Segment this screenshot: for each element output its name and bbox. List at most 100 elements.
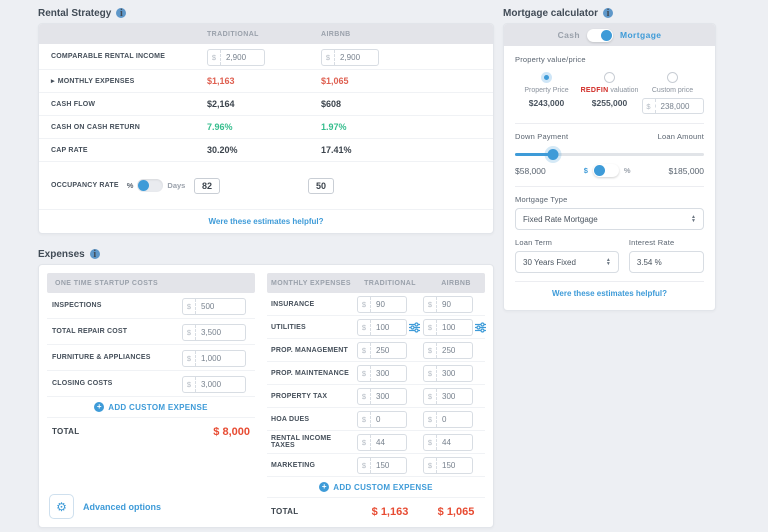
interest-rate-input[interactable]: 3.54 %	[628, 251, 704, 273]
redfin-logo: REDFIN	[580, 87, 609, 94]
monthly-expenses-airbnb: $1,065	[321, 76, 349, 86]
row-label: COMPARABLE RENTAL INCOME	[51, 53, 166, 60]
expenses-title: Expenses	[38, 248, 85, 260]
utilities-traditional-input[interactable]: $ 100	[357, 318, 407, 336]
adjust-sliders-icon[interactable]	[475, 321, 486, 333]
monthly-expenses-traditional: $1,163	[207, 76, 235, 86]
column-traditional: TRADITIONAL	[207, 30, 259, 38]
column-traditional: TRADITIONAL	[364, 279, 416, 287]
insurance-row: INSURANCE $ 90 $ 90	[267, 293, 485, 316]
occupancy-rate-row: OCCUPANCY RATE % Days 82 50	[39, 162, 493, 210]
rental-income-taxes-row: RENTAL INCOME TAXES $ 44 $ 44	[267, 431, 485, 454]
prop-maintenance-row: PROP. MAINTENANCE $ 300 $ 300	[267, 362, 485, 385]
option-redfin-valuation: REDFIN valuation $255,000	[578, 72, 641, 114]
expenses-header: Expenses i	[38, 247, 494, 261]
hoa-dues-airbnb-input[interactable]: $ 0	[423, 410, 473, 428]
add-custom-expense-monthly[interactable]: + ADD CUSTOM EXPENSE	[267, 477, 485, 498]
down-payment-label: Down Payment	[515, 132, 569, 141]
mortgage-header: Mortgage calculator i	[503, 6, 716, 20]
closing-costs-row: CLOSING COSTS $ 3,000	[47, 371, 255, 397]
insurance-airbnb-input[interactable]: $ 90	[423, 295, 473, 313]
property-tax-airbnb-input[interactable]: $ 300	[423, 387, 473, 405]
mortgage-card: Cash Mortgage Property value/price Prope…	[503, 23, 716, 311]
interest-rate-label: Interest Rate	[628, 238, 675, 247]
property-price-value: $243,000	[528, 98, 565, 108]
expenses-card: ONE TIME STARTUP COSTS INSPECTIONS $ 500…	[38, 264, 494, 528]
hoa-dues-row: HOA DUES $ 0 $ 0	[267, 408, 485, 431]
redfin-valuation-value: $255,000	[591, 98, 628, 108]
down-payment-slider[interactable]	[515, 148, 704, 160]
property-tax-traditional-input[interactable]: $ 300	[357, 387, 407, 405]
rental-strategy-header: Rental Strategy i	[38, 6, 494, 20]
property-value-label: Property value/price	[515, 55, 586, 64]
prop-maintenance-airbnb-input[interactable]: $ 300	[423, 364, 473, 382]
dollar-percent-toggle[interactable]	[592, 164, 619, 177]
mortgage-type-select[interactable]: Fixed Rate Mortgage ▲ ▼	[515, 208, 704, 230]
marketing-airbnb-input[interactable]: $ 150	[423, 456, 473, 474]
startup-costs-header: ONE TIME STARTUP COSTS	[47, 273, 255, 293]
prop-maintenance-traditional-input[interactable]: $ 300	[357, 364, 407, 382]
furniture-appliances-input[interactable]: $ 1,000	[182, 350, 246, 367]
monthly-expenses-row[interactable]: ▸ MONTHLY EXPENSES $1,163 $1,065	[39, 70, 493, 93]
custom-price-radio[interactable]	[667, 72, 678, 83]
monthly-total-traditional: $ 1,163	[371, 505, 409, 518]
comparable-rental-income-row: COMPARABLE RENTAL INCOME $ 2,900 $ 2,900	[39, 44, 493, 70]
occupancy-unit-toggle[interactable]	[137, 179, 164, 192]
cap-rate-row: CAP RATE 30.20% 17.41%	[39, 139, 493, 162]
cash-mortgage-toggle[interactable]	[586, 28, 613, 42]
rental-feedback-row: Were these estimates helpful?	[39, 210, 493, 233]
rental-strategy-card: TRADITIONAL AIRBNB COMPARABLE RENTAL INC…	[38, 23, 494, 234]
row-label: OCCUPANCY RATE	[51, 182, 119, 189]
rental-income-airbnb-input[interactable]: $ 2,900	[321, 49, 379, 66]
rental-strategy-title: Rental Strategy	[38, 7, 112, 19]
occupancy-percent-label: %	[126, 181, 134, 190]
add-custom-expense-startup[interactable]: + ADD CUSTOM EXPENSE	[47, 397, 255, 418]
info-icon[interactable]: i	[603, 8, 614, 19]
estimates-helpful-link[interactable]: Were these estimates helpful?	[208, 217, 324, 226]
rental-income-traditional-input[interactable]: $ 2,900	[207, 49, 265, 66]
advanced-options-button[interactable]: ⚙ Advanced options	[49, 494, 161, 519]
inspections-input[interactable]: $ 500	[182, 298, 246, 315]
left-column: Rental Strategy i TRADITIONAL AIRBNB COM…	[38, 6, 494, 528]
column-airbnb: AIRBNB	[321, 30, 351, 38]
estimates-helpful-link[interactable]: Were these estimates helpful?	[552, 288, 667, 298]
adjust-sliders-icon[interactable]	[409, 321, 420, 333]
rental-table-header: TRADITIONAL AIRBNB	[39, 24, 493, 44]
property-price-radio[interactable]	[541, 72, 552, 83]
add-icon: +	[319, 482, 330, 492]
insurance-traditional-input[interactable]: $ 90	[357, 295, 407, 313]
cap-rate-airbnb: 17.41%	[321, 145, 352, 155]
select-arrows-icon: ▲ ▼	[691, 214, 696, 224]
marketing-traditional-input[interactable]: $ 150	[357, 456, 407, 474]
mortgage-label: Mortgage	[619, 30, 662, 40]
option-property-price: Property Price $243,000	[515, 72, 578, 114]
occupancy-airbnb-input[interactable]: 50	[308, 177, 334, 194]
startup-total-row: TOTAL $ 8,000	[52, 425, 250, 438]
rental-income-taxes-traditional-input[interactable]: $ 44	[357, 433, 407, 451]
mortgage-column: Mortgage calculator i Cash Mortgage Prop…	[503, 6, 716, 311]
total-repair-cost-input[interactable]: $ 3,500	[182, 324, 246, 341]
startup-total-value: $ 8,000	[213, 425, 250, 438]
loan-term-select[interactable]: 30 Years Fixed ▲ ▼	[515, 251, 619, 273]
monthly-expenses-header: MONTHLY EXPENSES TRADITIONAL AIRBNB	[267, 273, 485, 293]
closing-costs-input[interactable]: $ 3,000	[182, 376, 246, 393]
hoa-dues-traditional-input[interactable]: $ 0	[357, 410, 407, 428]
rental-income-taxes-airbnb-input[interactable]: $ 44	[423, 433, 473, 451]
redfin-valuation-radio[interactable]	[604, 72, 615, 83]
startup-costs-table: ONE TIME STARTUP COSTS INSPECTIONS $ 500…	[47, 273, 255, 519]
monthly-total-airbnb: $ 1,065	[437, 505, 475, 518]
info-icon[interactable]: i	[116, 8, 127, 19]
occupancy-traditional-input[interactable]: 82	[194, 177, 220, 194]
furniture-appliances-row: FURNITURE & APPLIANCES $ 1,000	[47, 345, 255, 371]
add-icon: +	[94, 402, 105, 412]
gear-icon: ⚙	[49, 494, 74, 519]
cash-on-cash-return-row: CASH ON CASH RETURN 7.96% 1.97%	[39, 116, 493, 139]
custom-price-input[interactable]: $ 238,000	[641, 98, 704, 114]
utilities-airbnb-input[interactable]: $ 100	[423, 318, 473, 336]
slider-handle[interactable]	[547, 149, 559, 160]
info-icon[interactable]: i	[89, 249, 100, 260]
cash-flow-traditional: $2,164	[207, 99, 235, 109]
prop-management-airbnb-input[interactable]: $ 250	[423, 341, 473, 359]
monthly-expenses-table: MONTHLY EXPENSES TRADITIONAL AIRBNB INSU…	[267, 273, 486, 519]
prop-management-traditional-input[interactable]: $ 250	[357, 341, 407, 359]
